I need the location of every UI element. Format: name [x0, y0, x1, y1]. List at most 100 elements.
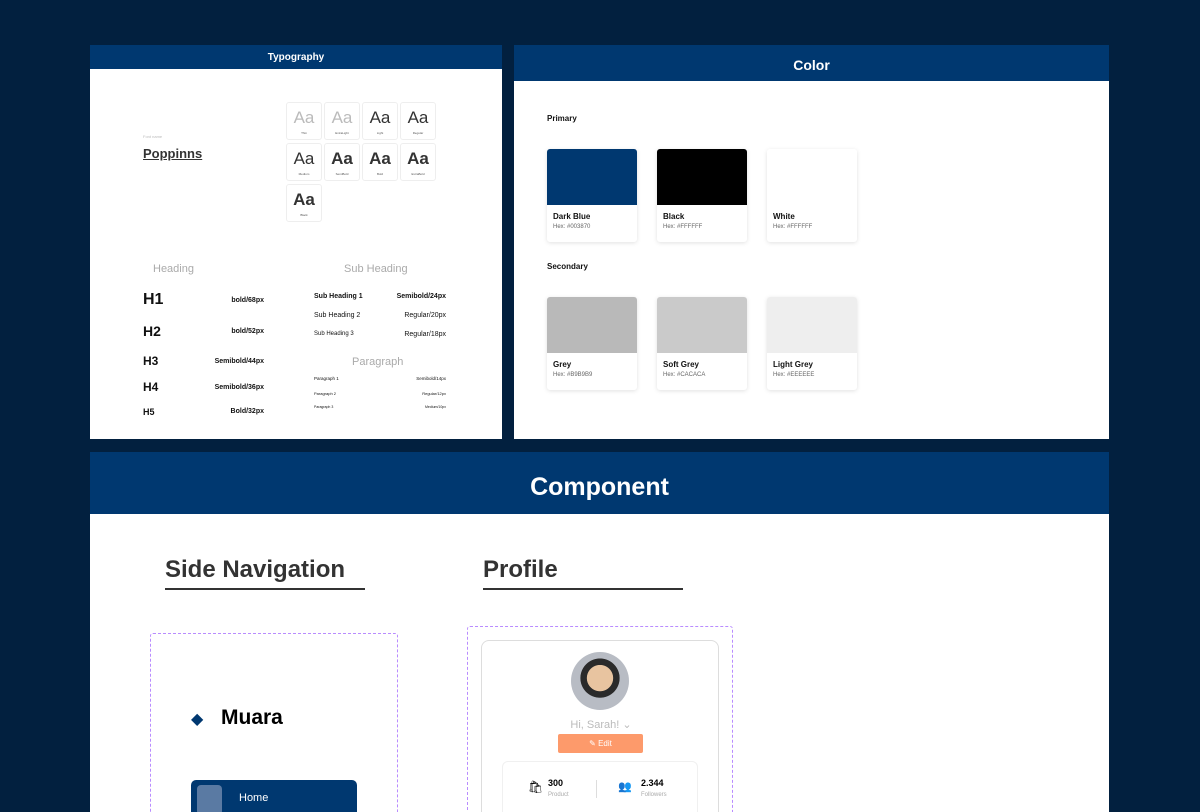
heading-spec: Bold/32px — [230, 408, 264, 415]
edit-label: Edit — [598, 739, 612, 748]
heading-spec: bold/68px — [231, 296, 264, 304]
sub-heading-spec: Regular/18px — [404, 331, 446, 338]
sample-text: Aa — [293, 108, 315, 127]
heading-name: H4 — [143, 380, 159, 394]
sub-heading-spec: Semibold/24px — [396, 293, 446, 300]
color-name: Soft Grey — [663, 360, 700, 369]
heading-spec: Semibold/36px — [214, 383, 264, 391]
edit-button[interactable]: ✎ Edit — [558, 734, 643, 753]
weight-tile-extralight: Aa ExtraLight — [324, 102, 360, 140]
color-hex: Hex: #CACACA — [663, 372, 706, 378]
nav-home-label: Home — [239, 792, 269, 804]
heading-row-h2: H2 bold/52px — [143, 323, 264, 339]
color-card-soft-grey: Soft Grey Hex: #CACACA — [657, 297, 747, 390]
sub-heading-row: Sub Heading 1 Semibold/24px — [314, 293, 446, 300]
color-hex: Hex: #B9B9B9 — [553, 372, 593, 378]
nav-item-home[interactable]: Home — [191, 780, 357, 812]
profile-title: Profile — [483, 556, 683, 590]
followers-label: Followers — [641, 792, 667, 798]
weight-tile-semibold: Aa SemiBold — [324, 143, 360, 181]
sample-text: Aa — [293, 190, 315, 209]
side-nav-title: Side Navigation — [165, 556, 365, 590]
paragraph-name: Paragraph 2 — [314, 391, 337, 396]
primary-label: Primary — [547, 114, 577, 123]
weight-label: SemiBold — [335, 172, 349, 176]
greeting[interactable]: Hi, Sarah! ⌄ — [482, 718, 720, 731]
color-card-dark-blue: Dark Blue Hex: #003870 — [547, 149, 637, 242]
sample-text: Aa — [369, 149, 391, 168]
sample-text: Aa — [369, 108, 391, 127]
color-swatch — [547, 297, 637, 353]
color-hex: Hex: #FFFFFF — [663, 224, 703, 230]
sub-heading-spec: Regular/20px — [404, 312, 446, 319]
sample-text: Aa — [407, 149, 429, 168]
heading-row-h3: H3 Semibold/44px — [143, 354, 264, 368]
color-hex: Hex: #003870 — [553, 224, 591, 230]
heading-title: Heading — [153, 263, 194, 275]
paragraph-name: Paragraph 1 — [314, 376, 339, 381]
weight-tile-bold: Aa Bold — [362, 143, 398, 181]
color-name: Grey — [553, 360, 572, 369]
component-header: Component — [90, 452, 1109, 514]
sample-text: Aa — [407, 108, 429, 127]
secondary-label: Secondary — [547, 262, 588, 271]
paragraph-title: Paragraph — [352, 356, 404, 368]
color-swatch — [657, 149, 747, 205]
followers-count: 2.344 — [641, 778, 664, 788]
color-card-light-grey: Light Grey Hex: #EEEEEE — [767, 297, 857, 390]
weight-tile-thin: Aa Thin — [286, 102, 322, 140]
color-swatch — [767, 297, 857, 353]
diamond-icon: ◆ — [191, 711, 204, 728]
sub-heading-name: Sub Heading 2 — [314, 312, 361, 319]
users-icon: 👥 — [618, 781, 632, 793]
weight-label: ExtraLight — [335, 131, 349, 135]
weight-label: Regular — [412, 131, 424, 135]
color-card-grey: Grey Hex: #B9B9B9 — [547, 297, 637, 390]
weight-label: Thin — [301, 131, 307, 135]
paragraph-name: Paragraph 3 — [314, 405, 334, 409]
divider — [596, 780, 597, 798]
brand-name: Muara — [221, 706, 283, 729]
weight-tile-extrabold: Aa ExtraBold — [400, 143, 436, 181]
color-card-white: White Hex: #FFFFFF — [767, 149, 857, 242]
weight-label: Light — [376, 131, 384, 135]
sub-heading-row: Sub Heading 3 Regular/18px — [314, 331, 446, 338]
chevron-down-icon: ⌄ — [622, 719, 632, 731]
stats-box: 🛍 300 Product 👥 2.344 Followers — [502, 761, 698, 812]
font-label: Font name — [143, 134, 163, 139]
greeting-text: Hi, Sarah! — [570, 719, 620, 731]
sub-heading-title: Sub Heading — [344, 263, 408, 275]
weight-label: Bold — [376, 172, 383, 176]
bag-icon: 🛍 — [528, 780, 544, 794]
sample-text: Aa — [331, 149, 353, 168]
heading-name: H1 — [143, 291, 164, 308]
heading-spec: bold/52px — [231, 327, 264, 335]
profile-frame: Hi, Sarah! ⌄ ✎ Edit 🛍 300 Product 👥 2.34… — [467, 626, 733, 812]
paragraph-row: Paragraph 2 Regular/12px — [314, 391, 446, 396]
paragraph-row: Paragraph 3 Medium/10px — [314, 405, 446, 409]
sub-heading-row: Sub Heading 2 Regular/20px — [314, 312, 446, 319]
color-panel: Color Primary Secondary Dark Blue Hex: #0… — [514, 45, 1109, 439]
heading-name: H2 — [143, 323, 161, 339]
home-icon — [197, 785, 222, 812]
color-hex: Hex: #FFFFFF — [773, 224, 813, 230]
color-name: Dark Blue — [553, 212, 591, 221]
color-swatch — [547, 149, 637, 205]
sample-text: Aa — [331, 108, 353, 127]
typography-panel: Typography Font name Poppinns Aa Thin Aa Ex… — [90, 45, 502, 439]
weight-label: ExtraBold — [411, 172, 425, 176]
heading-row-h1: H1 bold/68px — [143, 291, 264, 309]
weight-tile-medium: Aa Medium — [286, 143, 322, 181]
sample-text: Aa — [293, 149, 315, 168]
font-name: Poppinns — [143, 146, 203, 161]
sub-heading-name: Sub Heading 3 — [314, 331, 354, 337]
product-count: 300 — [548, 778, 564, 788]
component-panel: Component Side Navigation Profile ◆ Muar… — [90, 452, 1109, 812]
color-name: Light Grey — [773, 360, 814, 369]
paragraph-row: Paragraph 1 Semibold/14px — [314, 376, 446, 381]
weight-tile-black: Aa Black — [286, 184, 322, 222]
heading-row-h5: H5 Bold/32px — [143, 407, 264, 417]
sub-heading-name: Sub Heading 1 — [314, 293, 363, 300]
heading-name: H5 — [143, 406, 155, 417]
pencil-icon: ✎ — [589, 739, 596, 748]
